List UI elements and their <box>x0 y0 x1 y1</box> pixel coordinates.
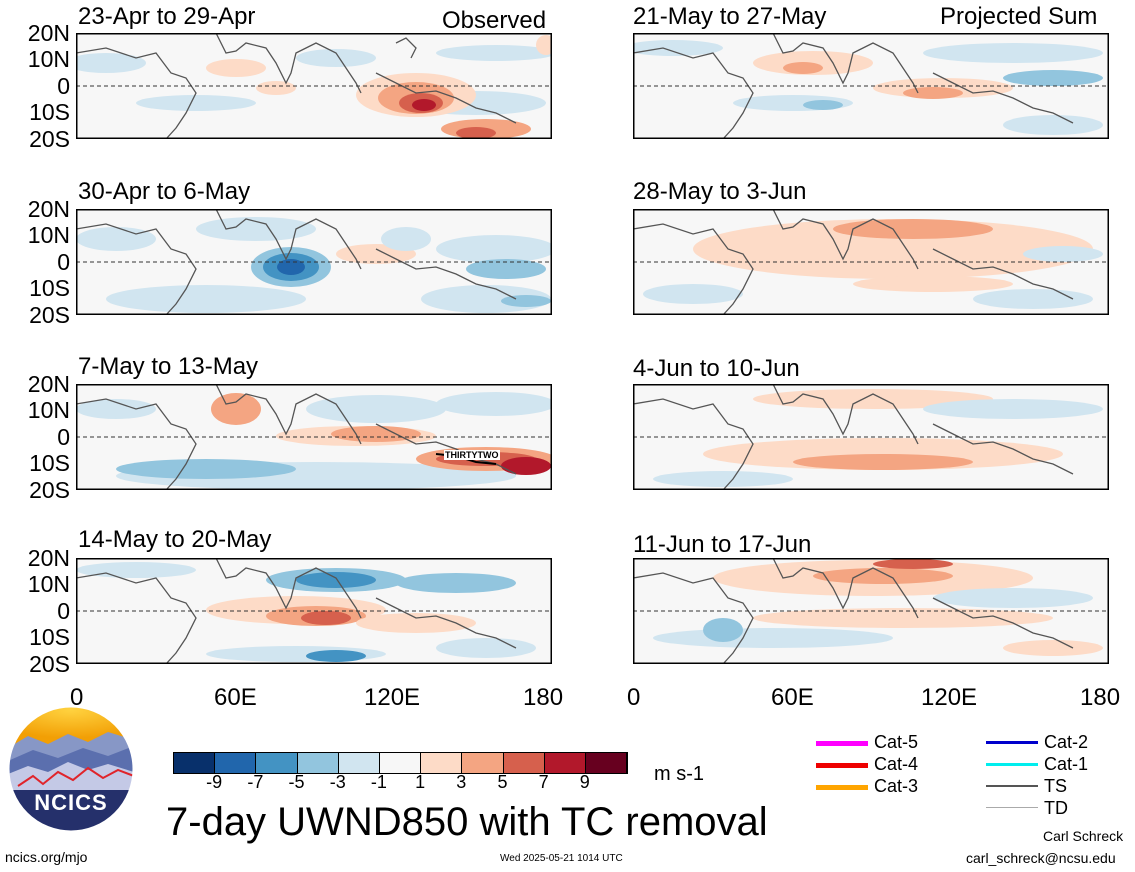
lat-label: 10S <box>29 624 70 650</box>
lat-label: 0 <box>57 249 70 275</box>
map-panel <box>76 209 552 315</box>
legend-label: Cat-4 <box>874 754 919 774</box>
lat-label: 0 <box>57 598 70 624</box>
map-panel <box>633 384 1109 490</box>
panel-title: 30-Apr to 6-May <box>78 178 251 205</box>
colorbar-swatch <box>462 753 504 773</box>
panel-tag-projected: Projected Sum <box>940 3 1098 30</box>
map-panel <box>633 209 1109 315</box>
lon-label: 60E <box>771 684 814 711</box>
lat-label: 10S <box>29 450 70 476</box>
colorbar-swatch <box>338 753 380 773</box>
legend-label: Cat-5 <box>874 732 919 752</box>
lat-label: 10N <box>27 571 70 597</box>
colorbar-label: 3 <box>456 772 467 792</box>
lat-label: 20S <box>29 126 70 152</box>
lon-label: 60E <box>214 684 257 711</box>
footer-author: Carl Schreck <box>1043 828 1124 844</box>
panel-title: 21-May to 27-May <box>633 3 827 30</box>
storm-label: THIRTYTWO <box>444 450 500 460</box>
panel-title: 11-Jun to 17-Jun <box>633 531 812 558</box>
lon-label: 120E <box>364 684 421 711</box>
colorbar-label: 5 <box>497 772 508 792</box>
lat-label: 10N <box>27 46 70 72</box>
legend-line-cat-3 <box>816 785 868 790</box>
legend-line-cat-1 <box>986 763 1038 766</box>
colorbar-units: m s-1 <box>654 763 704 785</box>
lat-label: 0 <box>57 73 70 99</box>
colorbar-swatch <box>544 753 586 773</box>
map-panel <box>633 558 1109 664</box>
legend-line-cat-5 <box>816 741 868 746</box>
footer-timestamp: Wed 2025-05-21 1014 UTC <box>500 853 623 864</box>
colorbar-label: -3 <box>329 772 346 792</box>
lat-label: 20S <box>29 477 70 503</box>
colorbar-swatch <box>297 753 339 773</box>
ncics-logo: NCICS <box>8 706 134 832</box>
colorbar-swatch <box>256 753 298 773</box>
colorbar-swatch <box>215 753 257 773</box>
logo-text: NCICS <box>34 790 108 815</box>
colorbar-label: -9 <box>206 772 223 792</box>
legend-line-cat-4 <box>816 763 868 768</box>
legend-label: Cat-1 <box>1044 754 1089 774</box>
legend-label: TS <box>1044 776 1068 796</box>
lat-label: 20N <box>27 196 70 222</box>
panel-title: 14-May to 20-May <box>78 526 272 553</box>
colorbar-label: -1 <box>370 772 387 792</box>
panel-title: 7-May to 13-May <box>78 353 259 380</box>
lat-label: 20N <box>27 371 70 397</box>
legend-line-td <box>986 807 1038 808</box>
colorbar-swatch <box>421 753 463 773</box>
lat-label: 10N <box>27 222 70 248</box>
lat-label: 20N <box>27 545 70 571</box>
legend-label: Cat-3 <box>874 776 919 796</box>
colorbar-swatch <box>174 753 216 773</box>
lon-label: 120E <box>921 684 978 711</box>
legend-line-ts <box>986 785 1038 787</box>
colorbar-swatch <box>585 753 628 773</box>
colorbar-label: 7 <box>538 772 549 792</box>
colorbar <box>173 752 628 774</box>
panel-tag-observed: Observed <box>442 7 547 34</box>
lat-label: 20N <box>27 20 70 46</box>
legend-line-cat-2 <box>986 741 1038 744</box>
colorbar-label: 9 <box>579 772 590 792</box>
lon-label: 180 <box>1080 684 1121 711</box>
colorbar-label: -7 <box>247 772 264 792</box>
lon-label: 180 <box>523 684 564 711</box>
colorbar-label: 1 <box>415 772 426 792</box>
panel-title: 28-May to 3-Jun <box>633 178 807 205</box>
main-title: 7-day UWND850 with TC removal <box>166 800 768 844</box>
lat-label: 20S <box>29 302 70 328</box>
panel-title: 4-Jun to 10-Jun <box>633 355 800 382</box>
footer-url: ncics.org/mjo <box>5 849 88 865</box>
lat-label: 20S <box>29 651 70 677</box>
legend-label: Cat-2 <box>1044 732 1089 752</box>
legend-label: TD <box>1044 798 1068 818</box>
panel-title: 23-Apr to 29-Apr <box>78 3 256 30</box>
lat-label: 10S <box>29 275 70 301</box>
lat-label: 10N <box>27 397 70 423</box>
map-panel <box>76 33 552 139</box>
lat-label: 10S <box>29 99 70 125</box>
lon-label: 0 <box>627 684 641 711</box>
lon-label: 0 <box>70 684 84 711</box>
map-panel <box>633 33 1109 139</box>
footer-email: carl_schreck@ncsu.edu <box>966 850 1116 866</box>
colorbar-swatch <box>503 753 545 773</box>
colorbar-label: -5 <box>288 772 305 792</box>
lat-label: 0 <box>57 424 70 450</box>
colorbar-swatch <box>379 753 422 773</box>
map-panel <box>76 384 552 490</box>
map-panel <box>76 558 552 664</box>
